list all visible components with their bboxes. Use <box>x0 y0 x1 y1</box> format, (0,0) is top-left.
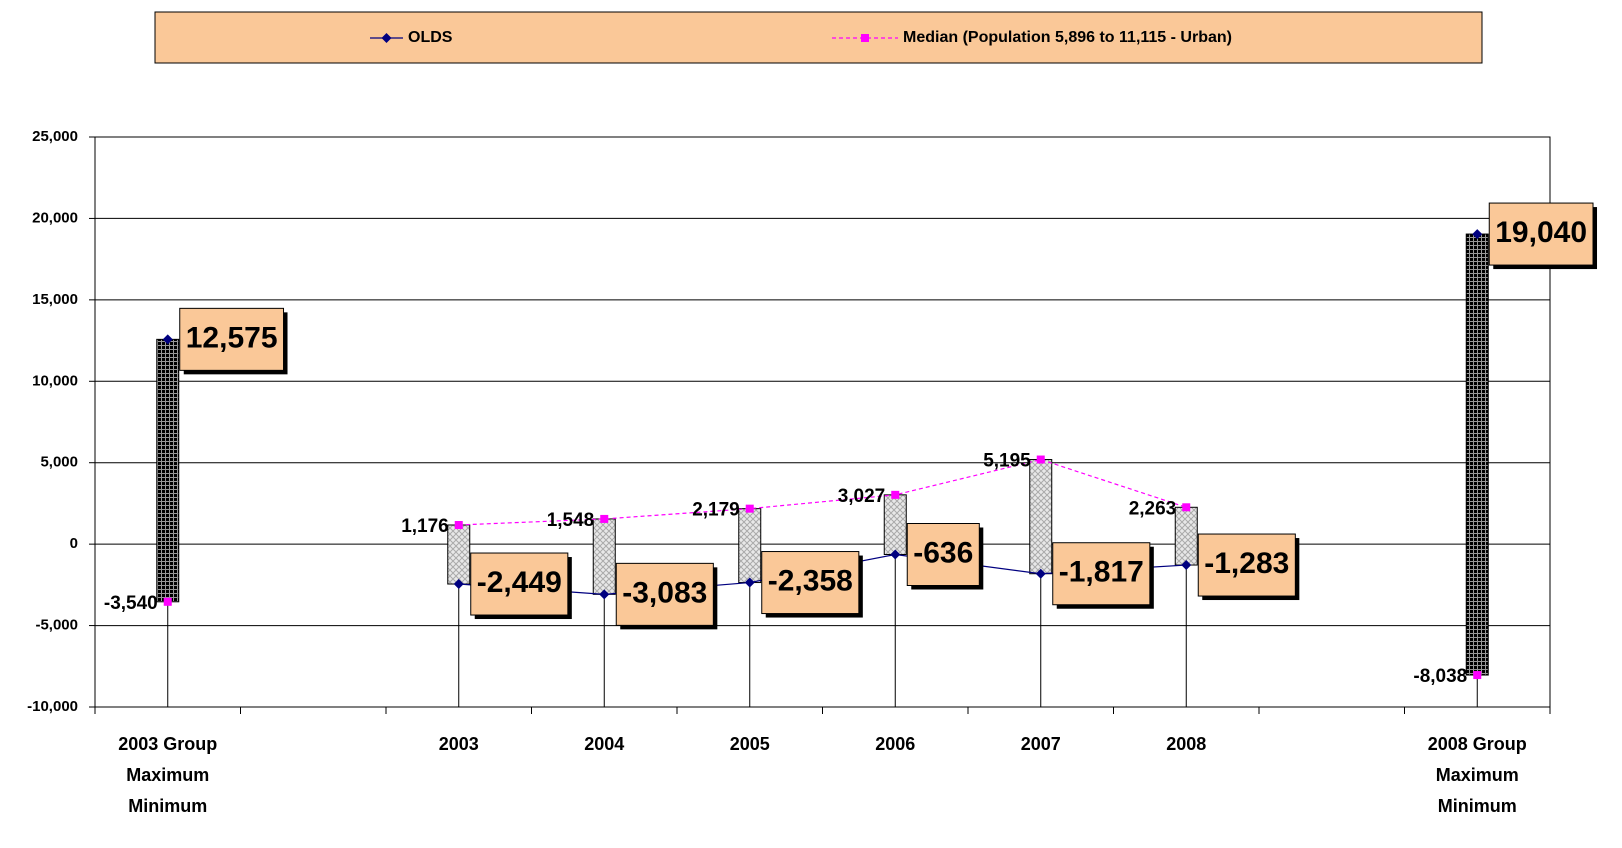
x-tick-label: 2003 <box>439 734 479 754</box>
data-label: -3,540 <box>104 593 158 614</box>
data-label-text: -1,283 <box>1204 547 1289 580</box>
up-down-bar <box>883 494 907 556</box>
y-tick-label: -5,000 <box>35 617 78 634</box>
plot-area <box>94 136 1551 708</box>
up-down-bar <box>1174 506 1198 566</box>
label-box <box>1197 533 1296 597</box>
x-tick-label: 2004 <box>584 734 624 754</box>
x-tick-label: 2008 Group <box>1428 734 1527 754</box>
data-label-text: -636 <box>913 536 973 569</box>
data-label: -1,283 <box>1197 533 1300 601</box>
x-tick-label: 2007 <box>1021 734 1061 754</box>
data-label: -2,449 <box>470 552 572 620</box>
data-label-text: 19,040 <box>1495 216 1587 249</box>
legend: OLDS Median (Population 5,896 to 11,115 -… <box>370 29 1232 46</box>
marker <box>744 577 755 588</box>
y-tick-label: 20,000 <box>32 209 78 226</box>
x-tick-label: Maximum <box>1436 765 1519 785</box>
marker <box>600 514 609 523</box>
x-tick-label: Maximum <box>126 765 209 785</box>
x-tick-label: 2008 <box>1166 734 1206 754</box>
marker <box>1181 560 1192 571</box>
marker <box>745 504 754 513</box>
y-tick-label: 25,000 <box>32 128 78 145</box>
data-label: 1,548 <box>547 510 595 531</box>
y-tick-label: 5,000 <box>40 454 78 471</box>
legend-marker <box>381 33 392 43</box>
marker <box>890 549 901 560</box>
data-label: -636 <box>906 523 984 590</box>
legend-marker <box>861 34 869 42</box>
y-tick-label: 15,000 <box>32 291 78 308</box>
data-label-text: -1,817 <box>1059 556 1144 589</box>
up-down-bar <box>592 518 616 595</box>
data-label: 3,027 <box>838 486 886 507</box>
label-box <box>1488 202 1594 266</box>
marker <box>1036 455 1045 464</box>
label-box <box>615 562 714 626</box>
marker <box>599 589 610 600</box>
marker <box>1473 671 1482 680</box>
data-label-text: 12,575 <box>186 321 278 354</box>
data-label: 2,263 <box>1129 498 1177 519</box>
legend-box <box>154 11 1483 64</box>
legend-label: OLDS <box>408 29 453 46</box>
up-down-bar <box>1029 459 1053 575</box>
grid: -10,000 -5,000 0 5,000 10,000 15,000 20,000 25,… <box>27 128 1551 715</box>
data-label: 12,575 <box>179 307 288 375</box>
marker <box>162 334 173 345</box>
legend-label: Median (Population 5,896 to 11,115 - Urb… <box>903 29 1232 46</box>
up-down-bar <box>1465 233 1489 676</box>
label-box <box>470 552 569 616</box>
marker <box>1182 503 1191 512</box>
data-label: -3,083 <box>615 562 718 630</box>
plot <box>156 229 1489 707</box>
marker <box>163 597 172 606</box>
marker <box>1472 229 1483 240</box>
up-down-bar <box>447 524 471 585</box>
label-box <box>906 523 980 587</box>
data-label: 19,040 <box>1488 202 1598 270</box>
data-label: 5,195 <box>983 451 1031 472</box>
y-tick-label: 0 <box>70 535 78 552</box>
data-label-text: -3,083 <box>622 576 707 609</box>
x-tick-label: 2003 Group <box>118 734 217 754</box>
data-label: -8,038 <box>1413 666 1467 687</box>
label-box <box>761 551 860 615</box>
data-label: 2,179 <box>692 500 740 521</box>
x-tick-label: Minimum <box>128 796 207 816</box>
data-label: -1,817 <box>1052 542 1154 609</box>
labels: 2003 Group Maximum Minimum 2003 2004 2005 2006… <box>104 202 1598 816</box>
data-label: -2,358 <box>761 551 863 618</box>
x-tick-label: 2005 <box>730 734 770 754</box>
y-tick-label: 10,000 <box>32 372 78 389</box>
data-label-text: -2,449 <box>477 566 562 599</box>
marker <box>453 579 464 590</box>
data-label: 1,176 <box>401 516 449 537</box>
x-tick-label: Minimum <box>1438 796 1517 816</box>
x-tick-label: 2006 <box>875 734 915 754</box>
marker <box>1035 568 1046 579</box>
marker <box>454 520 463 529</box>
series-line <box>458 458 1187 526</box>
label-box <box>179 307 285 371</box>
label-box <box>1052 542 1151 606</box>
up-down-bar <box>738 508 762 584</box>
marker <box>891 490 900 499</box>
data-label-text: -2,358 <box>768 564 853 597</box>
y-tick-label: -10,000 <box>27 698 78 715</box>
up-down-bar <box>156 338 180 603</box>
